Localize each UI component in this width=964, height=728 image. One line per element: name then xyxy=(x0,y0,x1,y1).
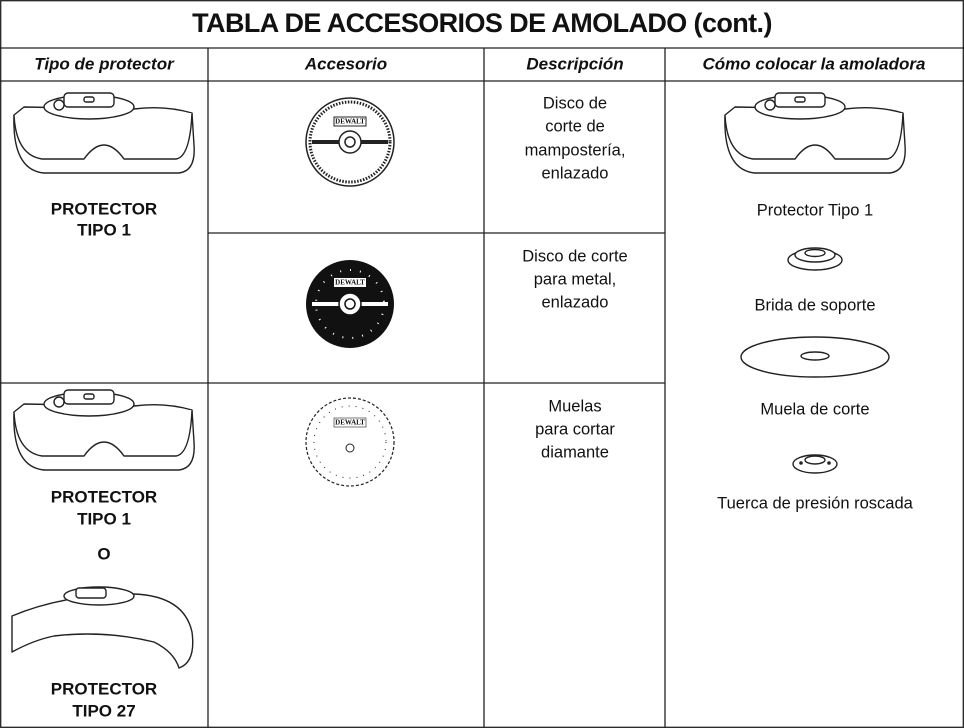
description: corte de xyxy=(545,117,605,135)
masonry-disc-icon: DEWALT xyxy=(305,97,395,187)
guard-label: PROTECTOR xyxy=(51,199,157,218)
mounting-label: Brida de soporte xyxy=(754,296,875,314)
description: enlazado xyxy=(542,164,609,182)
cut-wheel-icon xyxy=(740,336,890,378)
guard-label: O xyxy=(97,544,110,563)
guard-label: TIPO 1 xyxy=(77,509,131,528)
table-title: TABLA DE ACCESORIOS DE AMOLADO (cont.) xyxy=(192,8,772,38)
logo: DEWALT xyxy=(335,118,365,126)
guard-type1-icon xyxy=(13,389,195,471)
guard-type1-icon xyxy=(13,92,195,174)
flange-icon xyxy=(787,247,843,271)
description: Muelas xyxy=(548,397,601,415)
logo: DEWALT xyxy=(335,279,365,287)
guard-type27-icon xyxy=(11,586,194,669)
column-header: Descripción xyxy=(526,54,623,73)
guard-label: PROTECTOR xyxy=(51,679,157,698)
mounting-label: Muela de corte xyxy=(760,400,869,418)
logo: DEWALT xyxy=(335,419,365,427)
description: enlazado xyxy=(542,293,609,311)
guard-label: TIPO 1 xyxy=(77,220,131,239)
mounting-label: Tuerca de presión roscada xyxy=(717,494,913,512)
nut-icon xyxy=(792,454,838,474)
column-header: Cómo colocar la amoladora xyxy=(703,54,926,73)
metal-disc-icon: DEWALT xyxy=(306,260,394,348)
diamond-wheel-icon: DEWALT xyxy=(305,397,395,487)
description: para metal, xyxy=(534,270,617,288)
description: para cortar xyxy=(535,420,615,438)
column-header: Accesorio xyxy=(304,54,387,73)
guard-label: PROTECTOR xyxy=(51,487,157,506)
description: Disco de xyxy=(543,94,607,112)
column-header: Tipo de protector xyxy=(34,54,175,73)
guard-label: TIPO 27 xyxy=(72,701,135,720)
description: Disco de corte xyxy=(522,247,627,265)
guard-type1-icon xyxy=(724,92,906,174)
table-rules xyxy=(0,47,964,728)
mounting-label: Protector Tipo 1 xyxy=(757,201,873,219)
description: mampostería, xyxy=(525,141,626,159)
description: diamante xyxy=(541,443,609,461)
